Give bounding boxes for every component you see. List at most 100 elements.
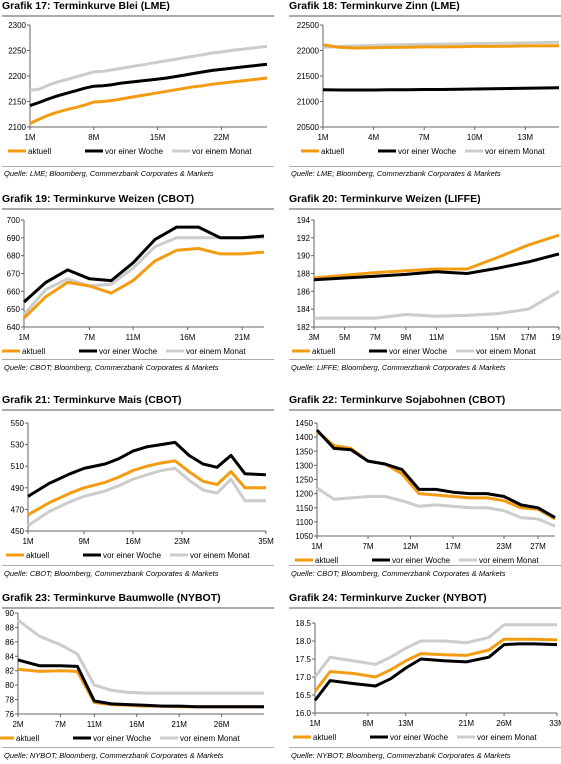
chart-panel-g24: Grafik 24: Terminkurve Zucker (NYBOT) 16… [289,592,561,764]
y-tick-label: 186 [297,287,311,296]
x-tick-label: 4M [368,133,379,142]
series-line-woche [313,252,560,282]
legend-label-aktuell: aktuell [321,147,344,156]
title-rule [289,409,561,411]
title-rule [2,409,274,411]
y-tick-label: 1150 [296,504,314,513]
x-tick-label: 3M [308,333,319,342]
chart-title: Grafik 23: Terminkurve Baumwolle (NYBOT) [2,592,221,604]
y-tick-label: 76 [5,710,14,719]
series-line-monat [29,44,268,92]
chart-title: Grafik 18: Terminkurve Zinn (LME) [289,0,460,12]
x-tick-label: 9M [78,537,89,546]
x-tick-label: 7M [55,720,66,729]
chart-source: Quelle: LIFFE; Bloomberg, Commerzbank Co… [291,363,506,372]
series-line-monat [322,40,560,49]
legend-label-aktuell: aktuell [315,556,338,565]
x-tick-label: 12M [403,542,419,551]
series-line-woche [315,429,556,519]
chart-svg: 450 470 490 510 530 550 1M 9M 16M 23M 35M aktuell vo… [6,419,274,560]
legend-label-woche: vor einer Woche [392,556,451,565]
y-tick-label: 1400 [295,433,313,442]
chart-title: Grafik 19: Terminkurve Weizen (CBOT) [2,193,195,205]
title-rule [289,15,561,17]
series-line-woche [22,225,265,304]
series-line-monat [27,466,266,527]
y-tick-label: 16.0 [295,709,311,718]
x-tick-label: 1M [22,537,33,546]
series-line-woche [322,86,560,92]
legend-label-monat: vor einem Monat [476,347,536,356]
y-tick-label: 17.0 [295,673,311,682]
chart-svg: 640 650 660 670 680 690 700 1M 7M 11M 16M 21M aktuel… [2,216,265,356]
legend-label-monat: vor einem Monat [485,147,545,156]
chart-svg: 16.0 16.5 17.0 17.5 18.0 18.5 1M 8M 13M 21M 26M 33M… [293,619,561,742]
y-tick-label: 18.5 [295,619,311,628]
source-rule [289,565,561,566]
series-line-aktuell [322,43,560,50]
y-tick-label: 194 [297,216,311,225]
x-tick-label: 1M [309,719,320,728]
title-rule [2,607,274,609]
y-tick-label: 2300 [8,21,26,30]
chart-svg: 20500 21000 21500 22000 22500 1M 4M 7M 10M 13M akt… [297,21,560,156]
legend-label-woche: vor einer Woche [398,147,457,156]
x-tick-label: 16M [180,333,196,342]
x-tick-label: 1M [317,133,328,142]
x-tick-label: 7M [84,333,95,342]
chart-source: Quelle: NYBOT; Bloomberg, Commerzbank Co… [4,751,224,760]
x-tick-label: 27M [530,542,546,551]
x-tick-label: 1M [311,542,322,551]
y-tick-label: 184 [297,305,311,314]
chart-svg: 2100 2150 2200 2250 2300 1M 8M 15M 22M aktuell vor… [8,21,268,156]
source-rule [289,359,561,360]
y-tick-label: 17.5 [295,655,311,664]
x-tick-label: 16M [125,537,141,546]
x-tick-label: 8M [88,133,99,142]
x-tick-label: 13M [518,133,534,142]
x-tick-label: 7M [419,133,430,142]
legend-label-monat: vor einem Monat [180,734,240,743]
y-tick-label: 190 [297,252,311,261]
series-line-monat [313,623,557,678]
y-tick-label: 1300 [295,461,313,470]
legend-label-monat: vor einem Monat [190,551,250,560]
x-tick-label: 8M [362,719,373,728]
y-tick-label: 22500 [297,21,320,30]
series-line-woche [27,440,267,498]
legend-label-woche: vor einer Woche [103,551,162,560]
series-line-aktuell [27,459,266,517]
y-tick-label: 1350 [295,447,313,456]
x-tick-label: 23M [496,542,512,551]
y-tick-label: 660 [7,287,21,296]
legend-label-monat: vor einem Monat [186,347,246,356]
series-line-aktuell [29,76,268,125]
x-tick-label: 13M [398,719,414,728]
legend-label-woche: vor einer Woche [99,347,158,356]
y-tick-label: 2100 [8,123,26,132]
y-tick-label: 450 [11,527,25,536]
y-tick-label: 2150 [8,98,26,107]
chart-source: Quelle: NYBOT; Bloomberg, Commerzbank Co… [291,751,511,760]
x-tick-label: 21M [234,333,250,342]
chart-source: Quelle: CBOT; Bloomberg, Commerzbank Cor… [291,569,506,578]
y-tick-label: 490 [11,484,25,493]
series-line-aktuell [313,637,558,693]
title-rule [2,15,274,17]
legend-label-monat: vor einem Monat [192,147,252,156]
chart-panel-g17: Grafik 17: Terminkurve Blei (LME) 2100 21… [2,0,274,188]
legend-label-woche: vor einer Woche [390,733,449,742]
x-tick-label: 11M [87,720,102,729]
y-tick-label: 16.5 [295,691,311,700]
y-tick-label: 88 [5,623,14,632]
series-line-woche [29,62,268,108]
source-rule [2,359,274,360]
y-tick-label: 2200 [8,72,26,81]
y-tick-label: 18.0 [295,637,311,646]
series-line-aktuell [22,247,265,320]
x-tick-label: 21M [458,719,474,728]
y-tick-label: 510 [11,462,25,471]
chart-source: Quelle: LME; Bloomberg, Commerzbank Corp… [291,169,501,178]
x-tick-label: 1M [18,333,29,342]
y-tick-label: 192 [297,234,311,243]
